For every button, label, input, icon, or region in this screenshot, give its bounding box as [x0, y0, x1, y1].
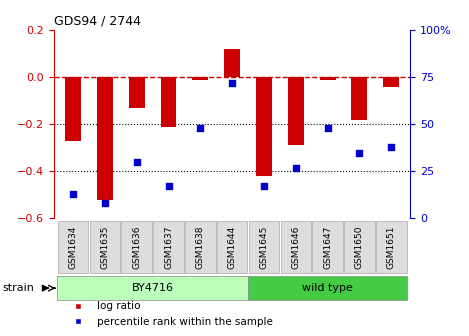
- Point: [324, 125, 332, 131]
- FancyBboxPatch shape: [376, 221, 407, 273]
- Bar: [320, 77, 336, 80]
- Bar: [224, 49, 240, 77]
- FancyBboxPatch shape: [90, 221, 120, 273]
- FancyBboxPatch shape: [58, 221, 88, 273]
- FancyBboxPatch shape: [312, 221, 343, 273]
- Bar: [192, 77, 208, 80]
- Text: GSM1635: GSM1635: [100, 225, 109, 269]
- Point: [356, 150, 363, 155]
- FancyBboxPatch shape: [217, 221, 248, 273]
- Point: [133, 159, 140, 165]
- Point: [387, 144, 395, 150]
- Text: GSM1647: GSM1647: [323, 225, 332, 269]
- Bar: [160, 77, 176, 127]
- Point: [228, 80, 236, 86]
- Point: [292, 165, 300, 170]
- Point: [260, 184, 268, 189]
- Text: GSM1646: GSM1646: [291, 225, 300, 269]
- Text: strain: strain: [2, 283, 34, 293]
- Point: [197, 125, 204, 131]
- FancyBboxPatch shape: [280, 221, 311, 273]
- Text: wild type: wild type: [302, 283, 353, 293]
- FancyBboxPatch shape: [248, 276, 407, 300]
- FancyBboxPatch shape: [249, 221, 279, 273]
- Bar: [65, 77, 81, 141]
- Bar: [129, 77, 144, 108]
- FancyBboxPatch shape: [57, 276, 248, 300]
- Bar: [288, 77, 304, 145]
- Point: [69, 191, 77, 197]
- Text: GSM1636: GSM1636: [132, 225, 141, 269]
- Text: GDS94 / 2744: GDS94 / 2744: [54, 15, 141, 28]
- Legend: log ratio, percentile rank within the sample: log ratio, percentile rank within the sa…: [64, 297, 277, 331]
- Text: BY4716: BY4716: [132, 283, 174, 293]
- FancyBboxPatch shape: [121, 221, 152, 273]
- Bar: [256, 77, 272, 176]
- Text: GSM1650: GSM1650: [355, 225, 364, 269]
- Bar: [383, 77, 399, 87]
- Text: GSM1651: GSM1651: [387, 225, 396, 269]
- Text: GSM1638: GSM1638: [196, 225, 205, 269]
- Bar: [97, 77, 113, 200]
- FancyBboxPatch shape: [344, 221, 375, 273]
- Text: GSM1644: GSM1644: [227, 225, 237, 268]
- FancyBboxPatch shape: [185, 221, 216, 273]
- Text: GSM1637: GSM1637: [164, 225, 173, 269]
- Point: [101, 201, 109, 206]
- FancyBboxPatch shape: [153, 221, 184, 273]
- Text: GSM1645: GSM1645: [259, 225, 268, 269]
- Point: [165, 184, 172, 189]
- Bar: [351, 77, 367, 120]
- Text: GSM1634: GSM1634: [68, 225, 77, 269]
